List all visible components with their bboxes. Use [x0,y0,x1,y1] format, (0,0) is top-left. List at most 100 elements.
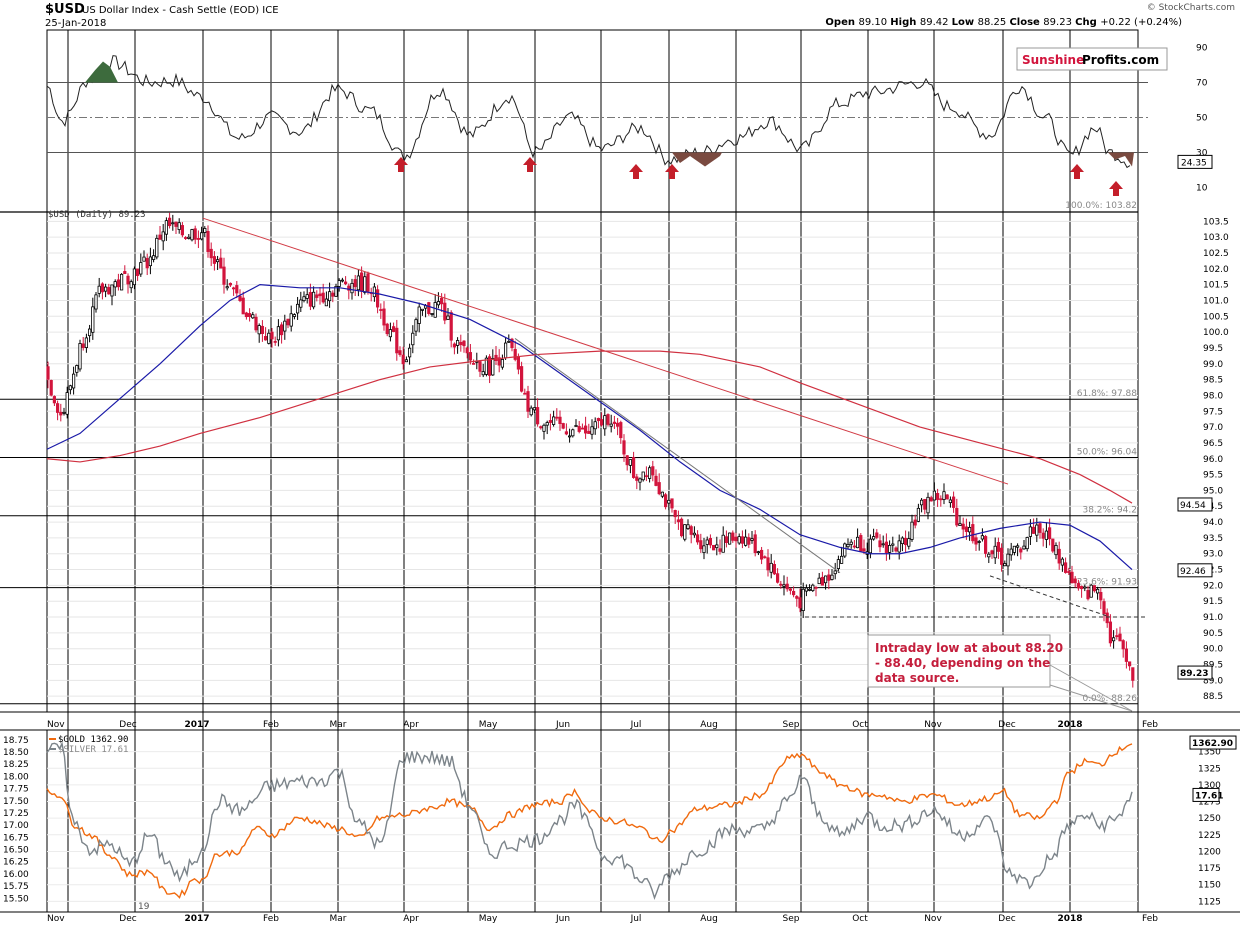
ohlc-label: High [890,17,920,28]
x-axis-label: Mar [330,720,347,730]
candle-body [702,545,706,553]
annotation-pointer [1049,684,1133,712]
candle-body [875,532,879,538]
candle-body [670,498,674,509]
candle-body [872,536,876,540]
x-axis-label: Jul [630,720,642,730]
candle-body [545,422,549,426]
price-tick: 98.0 [1203,391,1223,401]
candle-body [1048,527,1052,540]
candle-body [1073,578,1077,584]
candle-body [72,373,76,389]
ma50-line [46,284,1133,570]
candle-body [1067,571,1071,573]
price-panel-frame [46,29,1139,713]
candle-body [363,276,367,293]
candle-body [161,231,165,242]
candle-body [273,341,277,343]
candle-body [1054,545,1058,556]
candle-body [62,411,66,414]
candle-body [292,314,297,317]
gold-last-box [1189,735,1237,750]
candle-body [104,286,108,292]
candle-body [91,306,95,333]
candle-body [737,536,741,544]
candle-body [760,549,764,560]
candle-body [465,347,469,354]
candle-body [1102,601,1106,614]
candle-body [833,570,837,575]
candle-body [401,354,405,365]
candle-body [276,326,281,341]
candle-body [907,538,911,547]
candle-body [980,535,985,540]
candle-body [756,551,761,554]
silver-tick: 16.25 [3,858,29,868]
candle-body [824,575,828,584]
candle-body [536,407,540,425]
candle-body [359,272,364,292]
rsi-tick: 90 [1196,44,1208,54]
candle-body [155,237,159,258]
candle-body [193,228,197,240]
silver-tick: 15.50 [3,894,29,904]
candle-body [1035,524,1039,536]
candle-body [529,407,533,416]
candle-body [187,236,191,239]
x-axis-label: Feb [263,914,279,924]
candle-body [1022,545,1026,550]
candle-body [900,537,905,545]
candle-body [939,498,943,501]
ohlc-value: 89.42 [920,17,952,28]
candle-body [801,588,805,612]
candle-body [487,356,492,376]
candle-body [430,313,434,315]
candle-body [1080,586,1084,590]
gold-tick: 1175 [1198,864,1221,874]
candle-body [577,426,581,432]
candle-body [452,343,457,348]
candle-body [843,543,847,557]
silver-tick: 18.75 [3,736,29,746]
price-tick: 102.5 [1203,249,1229,259]
candle-body [968,527,972,533]
x-axis-label: Mar [330,914,347,924]
candle-body [897,540,901,553]
candle-body [455,340,460,346]
gold-tick: 1325 [1198,764,1221,774]
candle-body [683,524,687,540]
candle-body [388,329,393,338]
ma50-last-value: 92.46 [1180,567,1206,577]
price-tick: 96.0 [1203,455,1223,465]
candle-body [779,583,783,586]
candle-body [888,545,892,553]
candle-body [811,584,815,591]
candle-body [856,536,860,549]
candle-body [1124,648,1128,662]
candle-body [1006,553,1010,567]
candle-body [1115,635,1119,638]
x-axis-label: 2017 [184,914,209,924]
candle-body [584,425,588,434]
candle-body [952,496,956,508]
price-tick: 97.5 [1203,407,1223,417]
annotation-text: - 88.40, depending on the [875,656,1050,670]
rsi-tick: 10 [1196,184,1208,194]
price-tick: 94.5 [1203,502,1223,512]
candle-body [721,534,725,553]
x-axis-label: Jun [555,720,570,730]
price-tick: 88.5 [1203,692,1223,702]
annotation-text: Intraday low at about 88.20 [875,641,1063,655]
candle-body [964,526,969,532]
x-axis-label: Dec [119,720,136,730]
candle-body [382,308,386,326]
ohlc-value: 89.23 [1043,17,1075,28]
x-axis-label: Jun [555,914,570,924]
candle-body [315,294,319,298]
candle-body [747,537,751,545]
candle-body [120,273,124,291]
candle-body [302,296,306,302]
candle-body [171,222,175,225]
candle-body [654,475,658,486]
price-tick: 103.5 [1203,217,1229,227]
